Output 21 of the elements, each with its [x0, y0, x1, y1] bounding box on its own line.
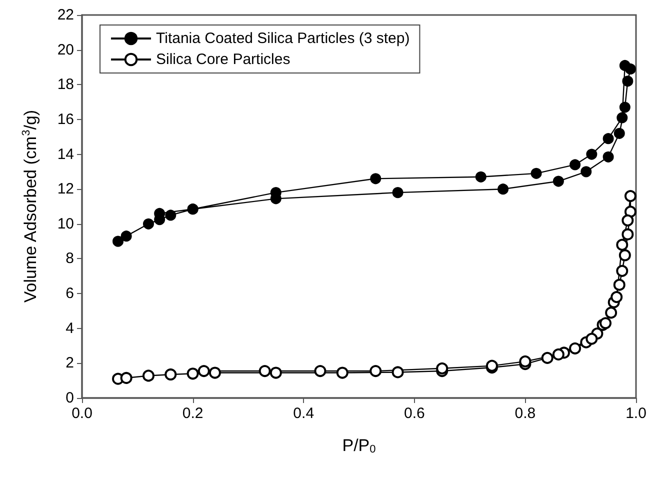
y-axis-title: Volume Adsorbed (cm3/g)	[20, 110, 40, 303]
x-tick-label: 0.0	[72, 405, 92, 422]
y-tick-label: 18	[57, 76, 74, 94]
y-tick-label: 4	[66, 320, 74, 337]
y-tick-label: 0	[66, 390, 74, 406]
y-tick-label: 2	[66, 354, 74, 372]
y-tick-label: 10	[57, 215, 74, 232]
y-tick-label: 16	[57, 110, 74, 128]
x-tick-label: 0.6	[404, 405, 425, 422]
x-tick-label: 1.0	[626, 405, 646, 422]
x-tick-label: 0.8	[514, 405, 536, 422]
legend-label: Titania Coated Silica Particles (3 step)	[156, 30, 410, 47]
y-tick-label: 20	[57, 41, 74, 58]
y-tick-label: 22	[57, 6, 74, 24]
x-tick-label: 0.4	[293, 405, 314, 422]
x-tick-label: 0.2	[182, 405, 204, 422]
y-tick-label: 12	[57, 180, 74, 198]
y-tick-label: 6	[66, 285, 74, 302]
y-tick-label: 14	[57, 146, 74, 163]
legend-label: Silica Core Particles	[156, 51, 290, 68]
y-tick-label: 8	[66, 250, 74, 268]
